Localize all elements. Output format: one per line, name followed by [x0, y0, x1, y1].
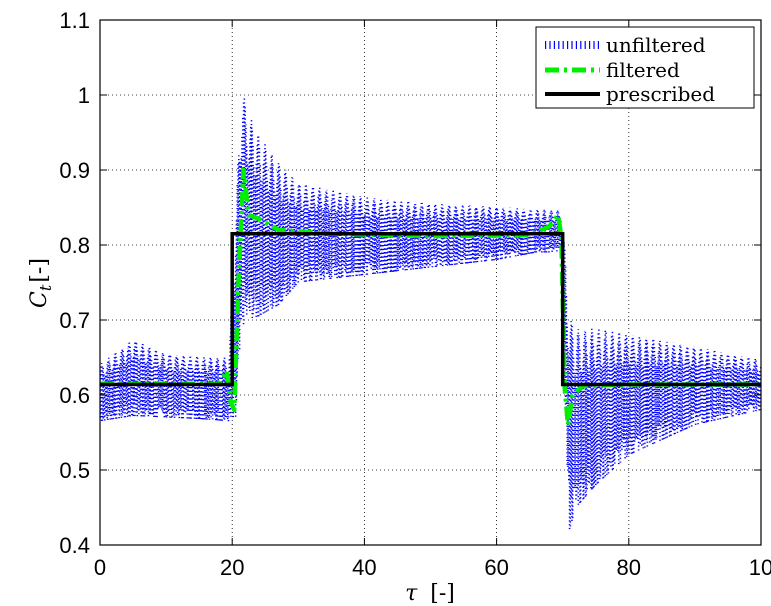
- y-axis-label: Ct[-]: [27, 258, 55, 308]
- legend-label-prescribed: prescribed: [606, 82, 715, 106]
- y-tick-label: 1: [78, 83, 90, 108]
- x-tick-label: 60: [484, 555, 508, 580]
- x-tick-label: 0: [94, 555, 106, 580]
- tick-labels: 0 20 40 60 80 10 0.4 0.5 0.6 0.7 0.8 0.9 1 1.1: [59, 8, 771, 580]
- y-tick-label: 0.8: [59, 233, 90, 258]
- x-tick-label: 80: [617, 555, 641, 580]
- legend-label-unfiltered: unfiltered: [606, 33, 706, 57]
- y-tick-label: 0.6: [59, 383, 90, 408]
- x-tick-label: 40: [352, 555, 376, 580]
- y-tick-label: 0.7: [59, 308, 90, 333]
- series-layer: [100, 96, 761, 530]
- x-tick-label: 10: [749, 555, 771, 580]
- y-tick-label: 1.1: [59, 8, 90, 33]
- x-tick-label: 20: [220, 555, 244, 580]
- y-axis-unit: [-]: [27, 258, 52, 283]
- y-tick-label: 0.9: [59, 158, 90, 183]
- x-axis-symbol: τ: [405, 581, 418, 606]
- y-tick-label: 0.4: [59, 533, 90, 558]
- x-axis-unit: [-]: [430, 581, 455, 606]
- legend: unfiltered filtered prescribed: [535, 26, 755, 109]
- y-axis-subscript: t: [36, 284, 55, 291]
- y-tick-label: 0.5: [59, 458, 90, 483]
- plot-frame: [99, 19, 762, 546]
- x-axis-label: τ [-]: [405, 581, 455, 606]
- y-axis-symbol: C: [27, 291, 52, 308]
- ticks: [99, 19, 762, 546]
- legend-label-filtered: filtered: [606, 58, 680, 82]
- series-prescribed: [100, 232, 761, 387]
